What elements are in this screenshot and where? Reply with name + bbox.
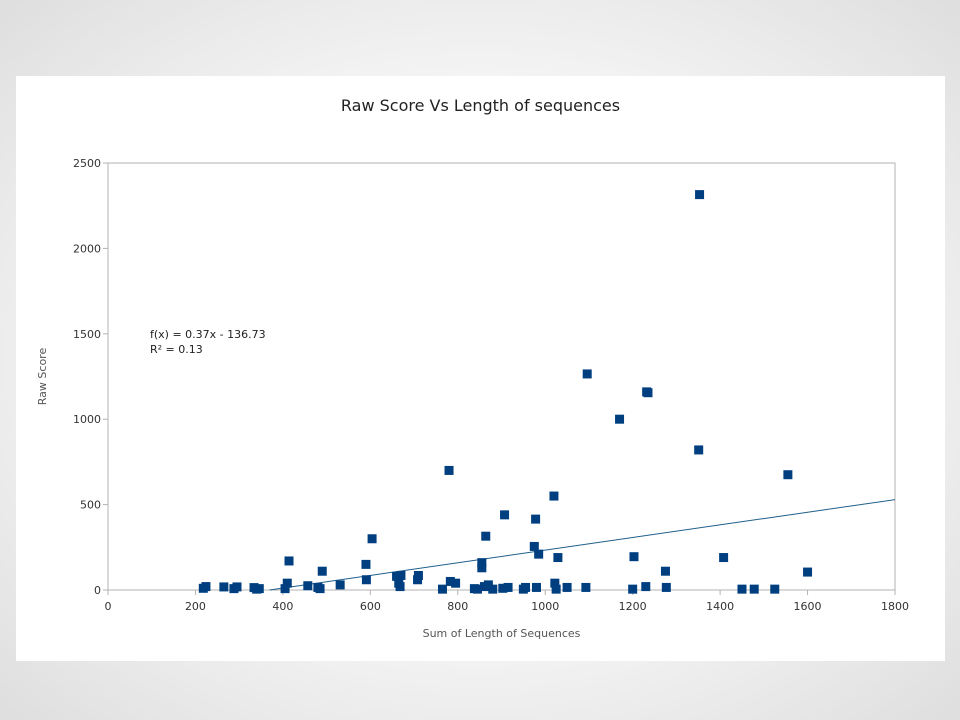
x-tick-label: 800 (447, 600, 468, 613)
x-tick-label: 0 (105, 600, 112, 613)
data-point (444, 465, 454, 475)
data-point (413, 570, 423, 580)
data-point (803, 567, 813, 577)
data-point (661, 582, 671, 592)
data-point (488, 584, 498, 594)
data-point (629, 552, 639, 562)
data-point (628, 584, 638, 594)
data-point (521, 582, 531, 592)
data-point (335, 580, 345, 590)
data-point (529, 541, 539, 551)
y-tick-label: 1000 (73, 413, 101, 426)
y-tick-label: 1500 (73, 328, 101, 341)
trendline (269, 499, 896, 591)
data-point (695, 190, 705, 200)
axes (103, 162, 896, 595)
data-point (641, 582, 651, 592)
x-tick-label: 1600 (794, 600, 822, 613)
data-point (770, 584, 780, 594)
x-tick-label: 400 (272, 600, 293, 613)
x-tick-label: 1000 (531, 600, 559, 613)
x-tick-label: 200 (185, 600, 206, 613)
data-point (534, 549, 544, 559)
data-point (201, 582, 211, 592)
data-point (531, 514, 541, 524)
y-tick-label: 0 (94, 584, 101, 597)
data-point (719, 553, 729, 563)
data-point (472, 584, 482, 594)
chart-title: Raw Score Vs Length of sequences (340, 96, 621, 115)
trendline-group (269, 499, 896, 591)
data-point (284, 556, 294, 566)
data-point (581, 582, 591, 592)
x-tick-label: 1800 (881, 600, 909, 613)
data-point (361, 575, 371, 585)
data-point (660, 566, 670, 576)
data-point (582, 369, 592, 379)
data-point (500, 510, 510, 520)
data-point (445, 576, 455, 586)
x-axis-label: Sum of Length of Sequences (423, 627, 581, 640)
y-tick-label: 2000 (73, 242, 101, 255)
data-point (531, 582, 541, 592)
x-tick-label: 1200 (619, 600, 647, 613)
data-point (280, 584, 290, 594)
points-group (198, 190, 813, 594)
data-point (232, 582, 242, 592)
data-point (361, 559, 371, 569)
trendline-equation: f(x) = 0.37x - 136.73 (150, 328, 266, 341)
data-point (303, 581, 313, 591)
data-point (737, 584, 747, 594)
chart-slide: Raw Score Vs Length of sequences 0 200 400… (16, 76, 945, 661)
data-point (562, 582, 572, 592)
data-point (694, 445, 704, 455)
data-point (783, 470, 793, 480)
data-point (437, 584, 447, 594)
trendline-r-squared: R² = 0.13 (150, 343, 203, 356)
data-point (282, 578, 292, 588)
y-tick-label: 500 (80, 499, 101, 512)
y-axis-label: Raw Score (36, 348, 49, 406)
data-point (219, 582, 229, 592)
data-point (503, 582, 513, 592)
data-point (615, 414, 625, 424)
data-point (317, 566, 327, 576)
data-point (749, 584, 759, 594)
data-point (315, 584, 325, 594)
plot-area-frame (107, 162, 896, 591)
scatter-chart: 0 200 400 600 800 1000 1200 1400 1600 1800 0 500 100… (36, 157, 909, 640)
y-tick-label: 2500 (73, 157, 101, 170)
data-point (498, 583, 508, 593)
data-point (477, 563, 487, 573)
data-point (477, 558, 487, 568)
data-point (549, 491, 559, 501)
data-point (367, 534, 377, 544)
data-point (396, 570, 406, 580)
data-point (643, 388, 653, 398)
data-point (395, 582, 405, 592)
data-point (254, 584, 264, 594)
data-point (481, 531, 491, 541)
data-point (550, 578, 560, 588)
data-point (553, 553, 563, 563)
labels-group: 0 200 400 600 800 1000 1200 1400 1600 1800 0 500 100… (36, 157, 909, 640)
x-tick-label: 1400 (706, 600, 734, 613)
x-tick-label: 600 (360, 600, 381, 613)
data-point (551, 584, 561, 594)
data-point (451, 578, 461, 588)
